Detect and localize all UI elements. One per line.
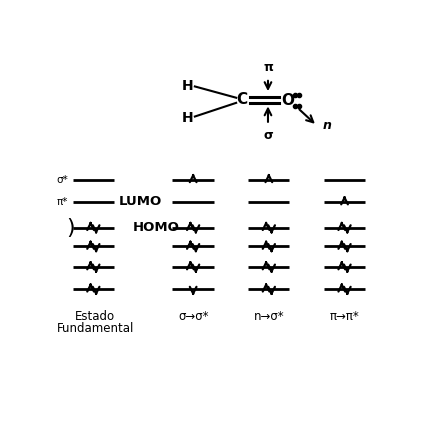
Text: π*: π*: [56, 197, 67, 207]
Text: σ: σ: [263, 129, 273, 142]
Text: H: H: [182, 111, 194, 125]
Text: n→σ*: n→σ*: [254, 310, 284, 323]
Text: O: O: [281, 93, 294, 107]
Text: LUMO: LUMO: [119, 195, 163, 209]
Text: σ→σ*: σ→σ*: [178, 310, 208, 323]
Text: C: C: [236, 92, 247, 107]
Text: Estado: Estado: [75, 310, 115, 323]
Text: σ*: σ*: [56, 175, 68, 185]
Text: H: H: [182, 79, 194, 93]
Text: π→π*: π→π*: [329, 310, 360, 323]
Text: Fundamental: Fundamental: [56, 321, 134, 335]
Text: π: π: [263, 61, 273, 75]
Text: HOMO: HOMO: [133, 221, 180, 234]
Text: ): ): [67, 218, 75, 238]
Text: n: n: [322, 119, 331, 132]
